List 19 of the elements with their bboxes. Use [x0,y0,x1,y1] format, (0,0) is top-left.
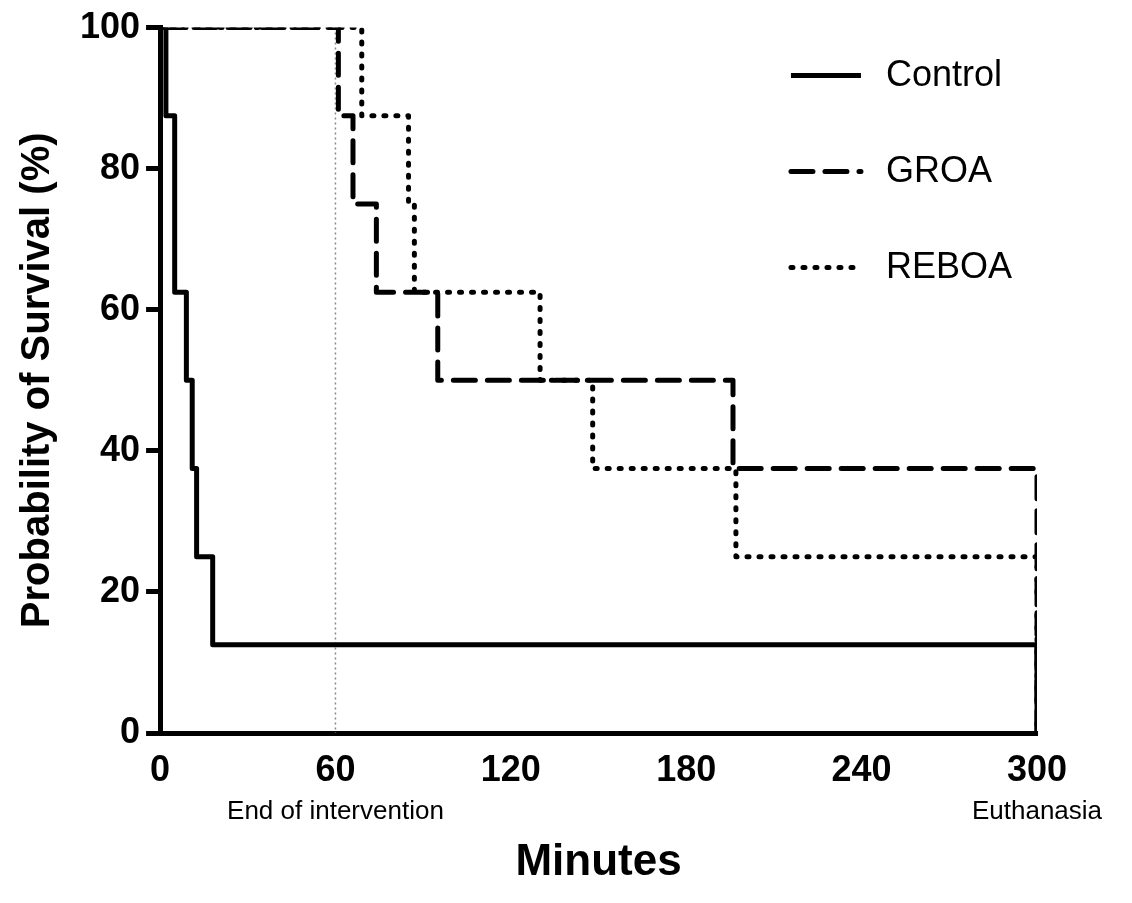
x-tick-label: 60 [315,747,356,789]
x-tick-label: 300 [1006,747,1068,789]
y-tick-label: 20 [100,568,141,610]
y-tick-label: 40 [100,427,141,469]
ref-line-label: End of intervention [227,795,444,826]
y-tick-label: 80 [100,145,141,187]
legend-label: Control [885,52,1003,94]
y-tick-label: 0 [120,709,141,751]
x-tick-label: 240 [831,747,892,789]
x-axis-title: Minutes [515,834,682,884]
legend-label: REBOA [885,244,1013,286]
text: Euthanasia [971,795,1103,826]
x-tick-label: 0 [150,747,171,789]
legend-label: GROA [885,148,992,190]
y-tick-label: 60 [100,286,141,328]
x-tick-label: 120 [480,747,541,789]
y-tick-label: 100 [79,4,141,46]
x-tick-label: 180 [656,747,717,789]
y-axis-title: Probability of Survival (%) [13,132,58,629]
